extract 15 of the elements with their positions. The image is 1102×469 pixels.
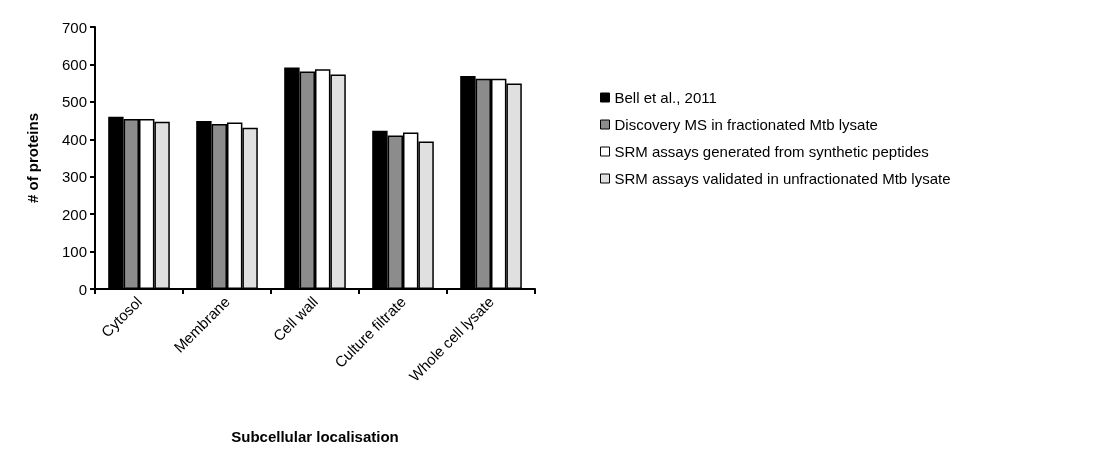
legend-label: SRM assays generated from synthetic peptides <box>614 143 929 160</box>
y-axis-title: # of proteins <box>24 112 41 204</box>
legend-label: Discovery MS in fractionated Mtb lysate <box>614 116 878 133</box>
y-tick-label: 600 <box>61 55 87 73</box>
y-tick-label: 0 <box>78 280 87 298</box>
x-axis-title: Subcellular localisation <box>231 428 399 445</box>
y-tick-label: 300 <box>61 168 87 186</box>
y-tick-label: 700 <box>61 18 87 36</box>
y-tick-label: 200 <box>61 205 87 223</box>
x-tick-label: Cell wall <box>269 292 322 345</box>
y-tick-label: 400 <box>61 130 87 148</box>
legend-label: Bell et al., 2011 <box>614 89 717 106</box>
y-tick-label: 500 <box>61 93 87 111</box>
legend-label: SRM assays validated in unfractionated Mtb lysate <box>614 170 951 187</box>
y-tick-label: 100 <box>61 243 87 261</box>
